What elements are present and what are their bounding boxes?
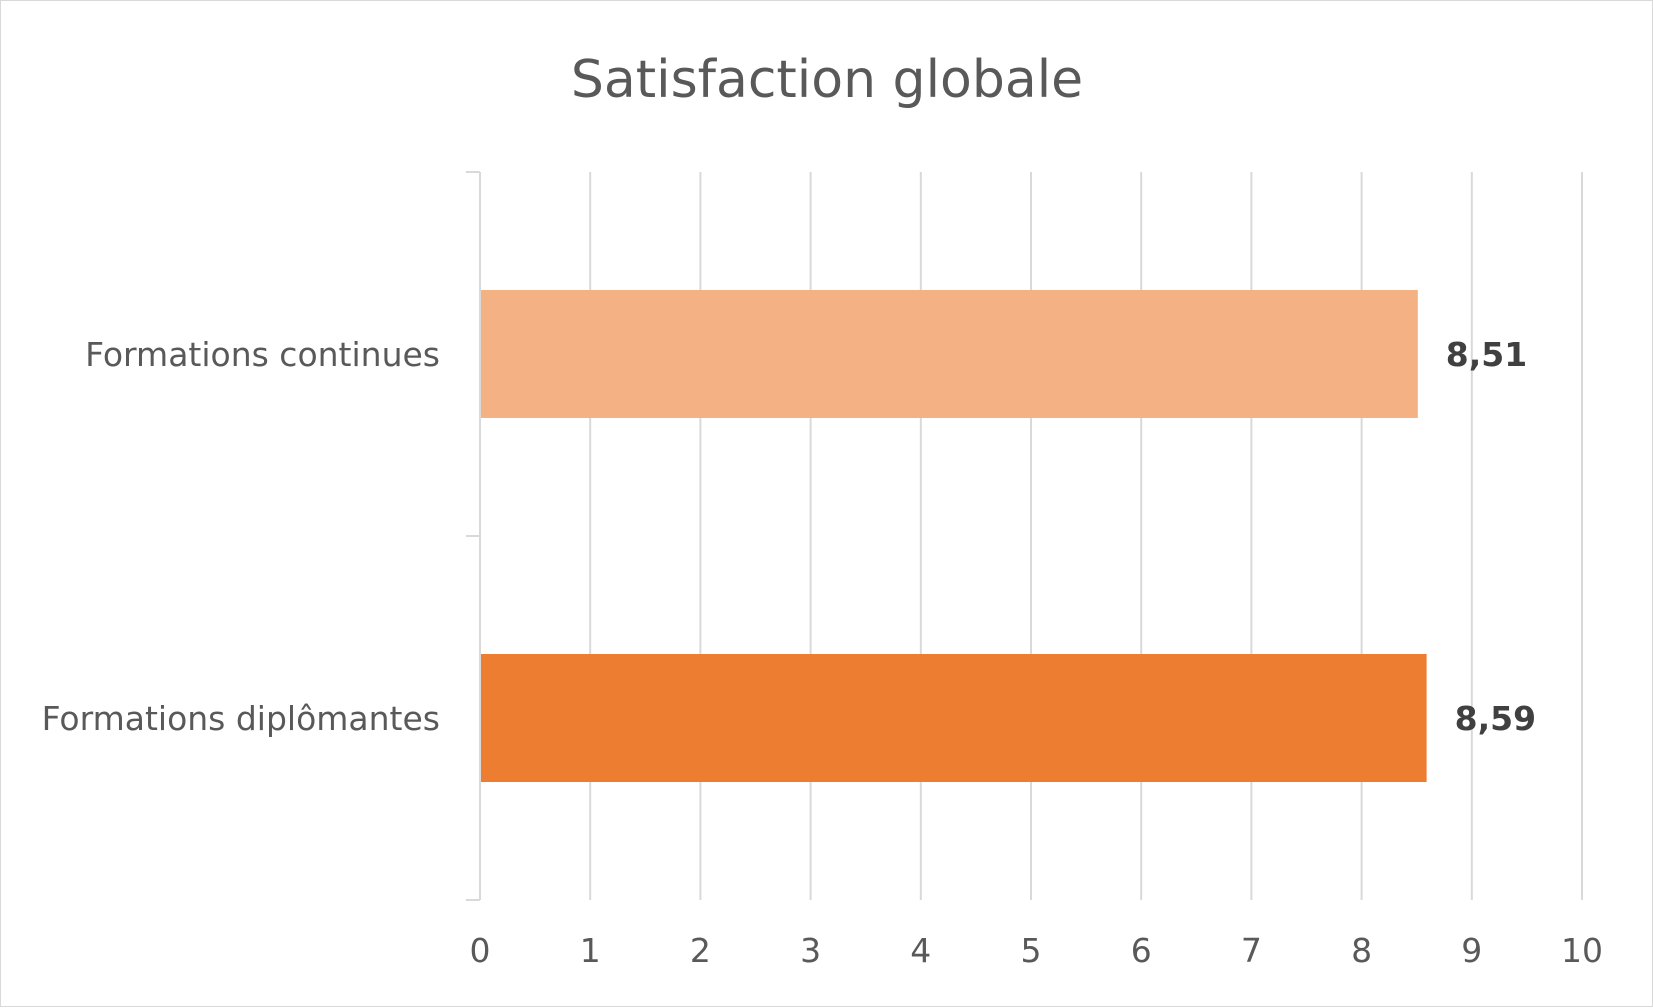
x-tick-label: 3 xyxy=(800,931,821,970)
category-label: Formations continues xyxy=(85,335,440,374)
x-tick-label: 1 xyxy=(580,931,601,970)
x-tick-label: 2 xyxy=(690,931,711,970)
x-tick-label: 9 xyxy=(1461,931,1482,970)
gridlines xyxy=(589,172,1583,900)
data-label: 8,59 xyxy=(1455,699,1536,738)
category-label: Formations diplômantes xyxy=(42,699,440,738)
bar-1 xyxy=(481,290,1418,418)
value-axis-tick-labels: 0 1 2 3 4 5 6 7 8 9 10 xyxy=(470,931,1604,970)
x-tick-label: 4 xyxy=(910,931,931,970)
bars: 8,51 8,59 xyxy=(481,290,1536,782)
x-tick-label: 6 xyxy=(1131,931,1152,970)
x-tick-label: 7 xyxy=(1241,931,1262,970)
x-tick-label: 8 xyxy=(1351,931,1372,970)
x-tick-label: 10 xyxy=(1561,931,1603,970)
bar-2 xyxy=(481,654,1427,782)
x-tick-label: 0 xyxy=(470,931,491,970)
chart-title: Satisfaction globale xyxy=(571,50,1083,110)
category-axis: Formations continues Formations diplômant… xyxy=(42,171,481,901)
data-label: 8,51 xyxy=(1446,335,1527,374)
x-tick-label: 5 xyxy=(1021,931,1042,970)
